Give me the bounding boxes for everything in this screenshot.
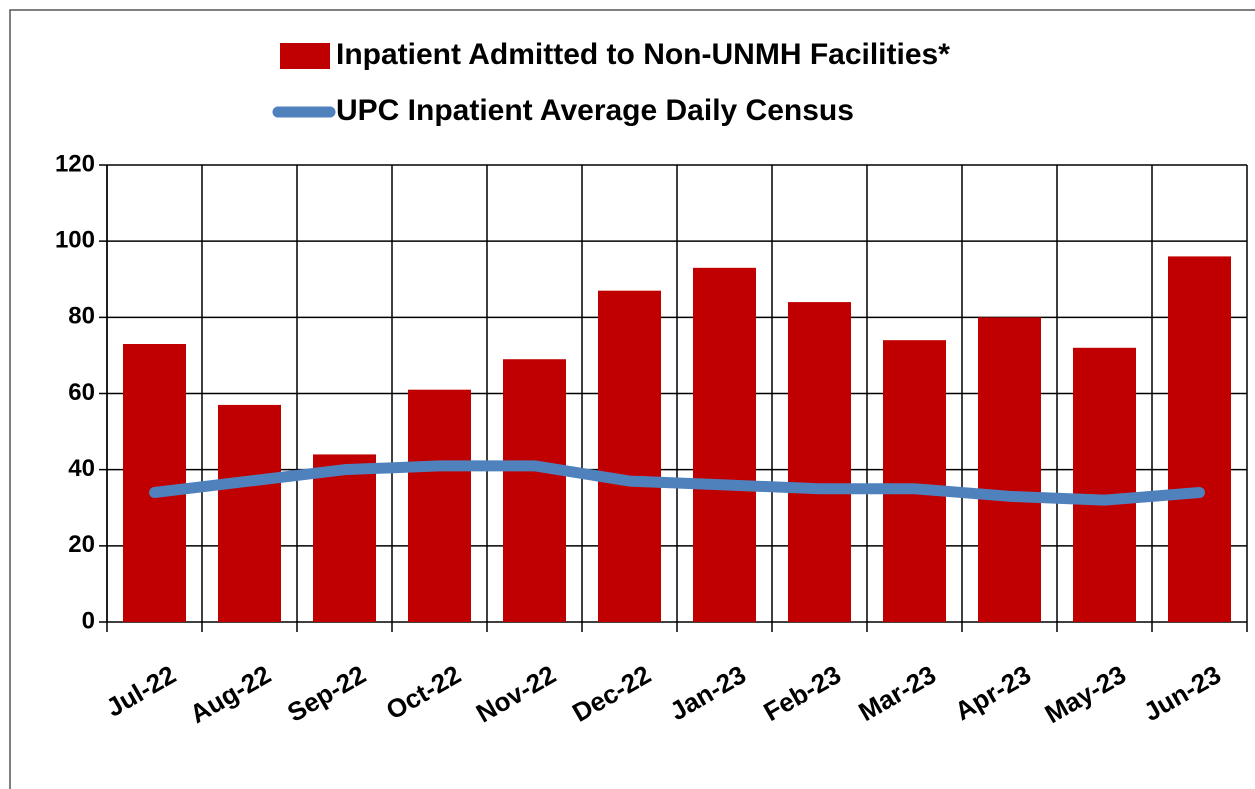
legend-swatch: [280, 43, 330, 69]
x-tick-label: Jan-23: [665, 659, 751, 726]
bar: [313, 454, 376, 622]
line: [149, 460, 1205, 506]
bar: [218, 404, 281, 622]
x-tick-label: Nov-22: [471, 659, 561, 728]
bar: [788, 302, 851, 622]
x-tick-label: Feb-23: [758, 659, 846, 727]
y-tick-label: 20: [68, 531, 95, 558]
x-tick-label: Oct-22: [381, 659, 466, 725]
x-tick-label: Dec-22: [567, 659, 656, 728]
bar: [598, 290, 661, 622]
x-tick-label: Sep-22: [282, 659, 371, 728]
y-tick-label: 0: [82, 607, 95, 634]
bar: [408, 389, 471, 622]
x-tick-label: Aug-22: [185, 659, 276, 729]
bar: [503, 359, 566, 622]
y-tick-label: 40: [68, 455, 95, 482]
y-tick-label: 80: [68, 303, 95, 330]
x-tick-label: Jul-22: [101, 659, 181, 723]
x-tick-label: May-23: [1040, 659, 1131, 729]
legend-label: UPC Inpatient Average Daily Census: [336, 94, 854, 127]
x-tick-label: Mar-23: [853, 659, 941, 727]
bar: [693, 267, 756, 622]
x-tick-label: Apr-23: [950, 659, 1036, 726]
bar: [978, 317, 1041, 622]
bar: [1073, 347, 1136, 622]
y-tick-label: 120: [55, 150, 95, 177]
y-tick-label: 60: [68, 379, 95, 406]
frame: [9, 9, 1255, 789]
bar: [883, 340, 946, 622]
y-tick-label: 100: [55, 227, 95, 254]
bar: [123, 343, 186, 622]
x-tick-label: Jun-23: [1138, 659, 1226, 727]
legend-label: Inpatient Admitted to Non-UNMH Facilitie…: [336, 38, 950, 71]
bar: [1168, 256, 1231, 622]
